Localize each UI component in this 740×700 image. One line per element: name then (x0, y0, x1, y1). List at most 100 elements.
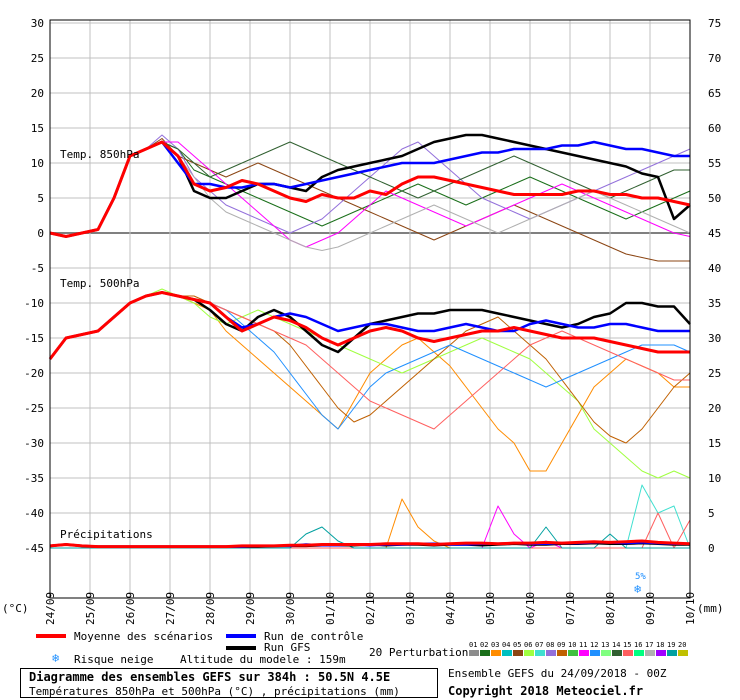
left-tick-label: -30 (24, 437, 44, 450)
date-tick-label: 28/09 (204, 592, 217, 625)
footer-subtitle: Températures 850hPa et 500hPa (°C) , pré… (29, 685, 400, 698)
perturbation-key-swatch (502, 650, 512, 656)
legend-control-label: Run de contrôle (264, 630, 363, 643)
right-tick-label: 20 (708, 402, 721, 415)
footer-title: Diagramme des ensembles GEFS sur 384h : … (29, 670, 391, 684)
perturbation-key-swatch (634, 650, 644, 656)
right-tick-label: 45 (708, 227, 721, 240)
date-tick-label: 10/10 (684, 592, 697, 625)
date-tick-label: 25/09 (84, 592, 97, 625)
left-tick-label: -35 (24, 472, 44, 485)
perturbation-key-number: 17 (645, 641, 653, 649)
right-tick-label: 15 (708, 437, 721, 450)
date-tick-label: 02/10 (364, 592, 377, 625)
right-tick-label: 10 (708, 472, 721, 485)
perturbation-key-swatch (491, 650, 501, 656)
perturbation-key-number: 19 (667, 641, 675, 649)
left-tick-label: -45 (24, 542, 44, 555)
legend-snow-label: Risque neige (74, 653, 153, 666)
perturbation-key-swatch (469, 650, 479, 656)
left-tick-label: -5 (31, 262, 44, 275)
perturbation-lines (49, 134, 691, 549)
right-tick-label: 65 (708, 87, 721, 100)
left-tick-label: 25 (31, 52, 44, 65)
date-tick-label: 24/09 (44, 592, 57, 625)
left-tick-label: 20 (31, 87, 44, 100)
date-tick-label: 26/09 (124, 592, 137, 625)
perturbation-key-swatch (656, 650, 666, 656)
perturbation-key-number: 20 (678, 641, 686, 649)
annotation-precip: Précipitations (60, 528, 153, 541)
precip-mean-line (49, 539, 691, 549)
perturbation-key-number: 14 (612, 641, 620, 649)
left-tick-label: 15 (31, 122, 44, 135)
perturbation-key-swatch (667, 650, 677, 656)
perturbation-key-number: 18 (656, 641, 664, 649)
snowflake-icon: ❄ (634, 582, 641, 596)
date-tick-label: 08/10 (604, 592, 617, 625)
date-tick-label: 01/10 (324, 592, 337, 625)
right-tick-label: 5 (708, 507, 715, 520)
left-tick-label: -15 (24, 332, 44, 345)
main-lines (48, 133, 691, 549)
right-tick-label: 60 (708, 122, 721, 135)
left-tick-label: 10 (31, 157, 44, 170)
legend-mean-label: Moyenne des scénarios (74, 630, 213, 643)
perturbation-key-number: 01 (469, 641, 477, 649)
perturbation-key-swatch (557, 650, 567, 656)
perturbation-key-number: 07 (535, 641, 543, 649)
date-tick-label: 27/09 (164, 592, 177, 625)
plot-frame (49, 19, 691, 599)
left-tick-label: -10 (24, 297, 44, 310)
left-tick-label: 5 (37, 192, 44, 205)
perturbation-key-number: 16 (634, 641, 642, 649)
perturbation-key-number: 06 (524, 641, 532, 649)
date-tick-label: 29/09 (244, 592, 257, 625)
date-tick-label: 07/10 (564, 592, 577, 625)
t500-perturbation-line (49, 288, 691, 479)
right-tick-label: 35 (708, 297, 721, 310)
date-tick-label: 05/10 (484, 592, 497, 625)
perturbation-key-swatch (612, 650, 622, 656)
perturbation-key-swatch (601, 650, 611, 656)
perturbation-key-number: 09 (557, 641, 565, 649)
footer-run-label: Ensemble GEFS du 24/09/2018 - 00Z (448, 667, 667, 680)
perturbation-key-number: 05 (513, 641, 521, 649)
perturbation-key-swatch (513, 650, 523, 656)
perturbation-key-swatch (579, 650, 589, 656)
left-tick-label: 30 (31, 17, 44, 30)
legend-snowflake-icon: ❄ (52, 651, 59, 665)
perturbation-key-swatch (546, 650, 556, 656)
t850-perturbation-line (49, 138, 690, 262)
annotation-t500: Temp. 500hPa (60, 277, 139, 290)
perturbation-key-number: 15 (623, 641, 631, 649)
perturbation-key-number: 03 (491, 641, 499, 649)
perturbation-color-key: 01 02 03 04 05 06 07 08 09 10 11 12 13 14 15 16 17 18 19 20 (469, 641, 688, 656)
perturbation-key-number: 13 (601, 641, 609, 649)
right-tick-label: 25 (708, 367, 721, 380)
perturbation-key-swatch (535, 650, 545, 656)
perturbation-key-swatch (623, 650, 633, 656)
annotation-t850: Temp. 850hPa (60, 148, 139, 161)
right-tick-label: 70 (708, 52, 721, 65)
right-tick-label: 40 (708, 262, 721, 275)
perturbation-key-swatch (590, 650, 600, 656)
left-tick-label: -40 (24, 507, 44, 520)
perturbation-key-number: 10 (568, 641, 576, 649)
legend-altitude-label: Altitude du modele : 159m (180, 653, 346, 666)
date-tick-label: 04/10 (444, 592, 457, 625)
right-tick-label: 75 (708, 17, 721, 30)
perturbation-key-number: 08 (546, 641, 554, 649)
legend-perturbations-label: 20 Perturbations (369, 646, 475, 659)
snow-marker: 5% ❄ (634, 572, 646, 596)
left-unit-label: (°C) (2, 602, 29, 615)
perturbation-key-swatch (524, 650, 534, 656)
snow-percent-label: 5% (635, 572, 646, 582)
footer-copyright: Copyright 2018 Meteociel.fr (448, 684, 644, 698)
right-tick-label: 0 (708, 542, 715, 555)
legend: Moyenne des scénarios Run de contrôle Ru… (36, 630, 688, 666)
legend-gfs-label: Run GFS (264, 641, 310, 654)
left-tick-label: 0 (37, 227, 44, 240)
left-tick-label: -20 (24, 367, 44, 380)
